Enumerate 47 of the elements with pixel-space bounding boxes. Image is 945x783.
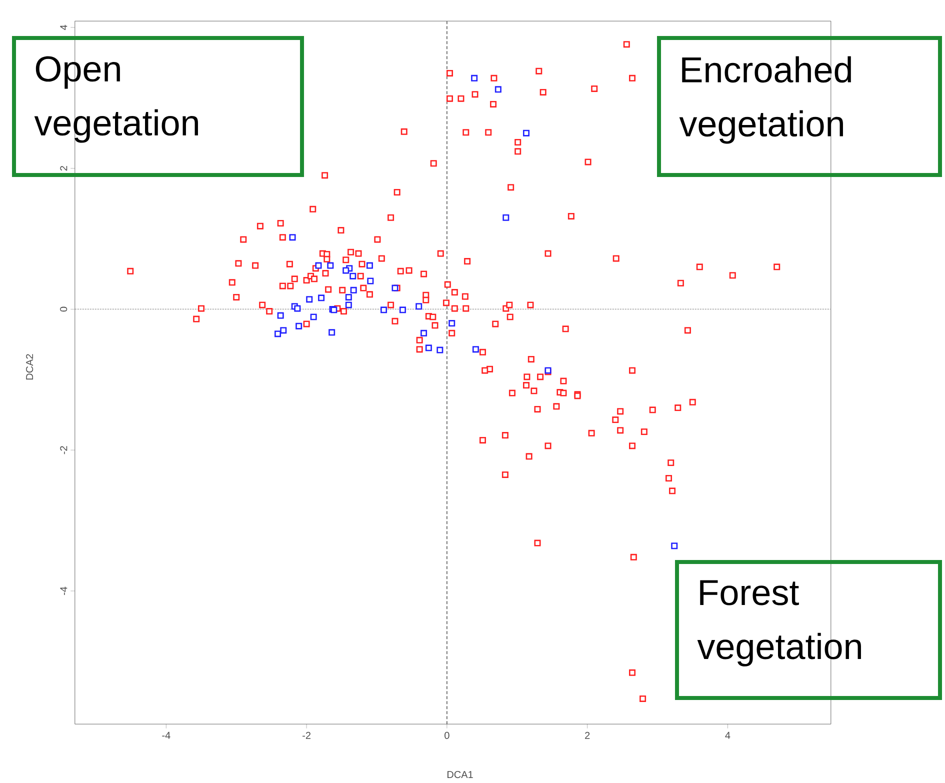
annotation: Forest vegetation bbox=[697, 580, 861, 666]
point bbox=[318, 294, 325, 302]
point bbox=[345, 294, 352, 300]
point bbox=[294, 305, 301, 312]
y-tick-label: 0 bbox=[60, 306, 68, 312]
point bbox=[274, 330, 282, 338]
point bbox=[380, 306, 388, 314]
point bbox=[448, 320, 456, 327]
point bbox=[315, 262, 322, 269]
annotation: Encroahed vegetation bbox=[679, 56, 851, 144]
point bbox=[472, 346, 479, 353]
point bbox=[342, 267, 350, 274]
point bbox=[306, 296, 313, 303]
point bbox=[327, 262, 334, 269]
point bbox=[280, 327, 287, 334]
x-tick-label: 2 bbox=[585, 732, 590, 739]
point bbox=[289, 234, 296, 241]
y-tick-label: -2 bbox=[60, 446, 68, 454]
point bbox=[296, 322, 302, 330]
x-tick-label: -2 bbox=[302, 732, 310, 739]
point bbox=[399, 306, 406, 314]
point bbox=[345, 302, 352, 308]
x-tick-label: 4 bbox=[725, 732, 730, 739]
point bbox=[494, 86, 502, 93]
y-tick-label: 4 bbox=[60, 24, 68, 30]
point bbox=[367, 278, 374, 284]
y-tick-label: 2 bbox=[60, 166, 68, 171]
point bbox=[523, 130, 530, 136]
y-axis-title: DCA2 bbox=[26, 354, 34, 380]
annotation: Open vegetation bbox=[34, 56, 198, 143]
point bbox=[350, 272, 356, 280]
x-axis-title: DCA1 bbox=[447, 771, 473, 778]
x-tick-label: -4 bbox=[162, 732, 170, 739]
x-tick-label: 0 bbox=[444, 732, 450, 739]
point bbox=[366, 262, 373, 269]
y-tick-label: -4 bbox=[60, 586, 68, 595]
point bbox=[471, 74, 478, 82]
point bbox=[310, 314, 317, 320]
point bbox=[425, 344, 432, 352]
point bbox=[502, 214, 510, 221]
point bbox=[328, 329, 336, 336]
point bbox=[350, 286, 357, 294]
point bbox=[420, 330, 428, 336]
point bbox=[277, 312, 284, 319]
point bbox=[436, 346, 444, 354]
point bbox=[416, 303, 422, 310]
point bbox=[671, 542, 678, 550]
